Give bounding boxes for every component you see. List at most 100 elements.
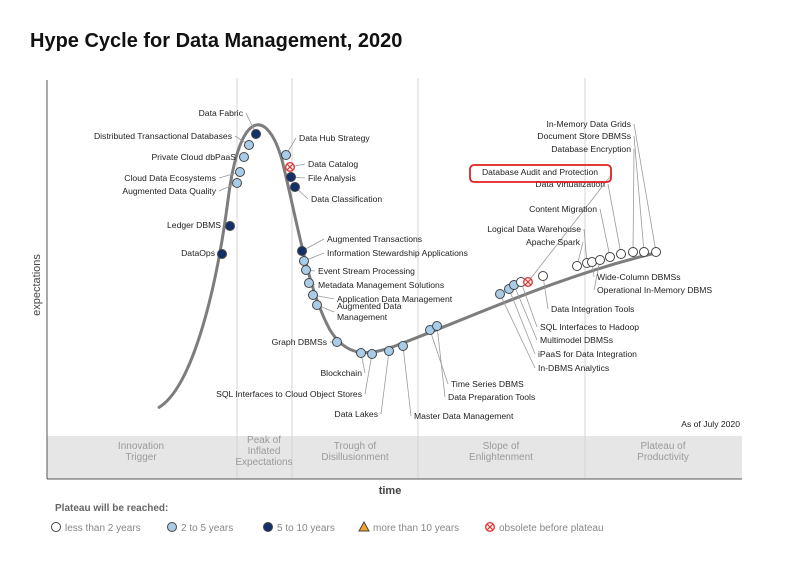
technology-markers (217, 129, 661, 359)
label-metadata-management-solutions: Metadata Management Solutions (318, 280, 444, 290)
leader-line (508, 288, 536, 355)
label-data-classification: Data Classification (311, 194, 382, 204)
legend-label-less-than-2-years: less than 2 years (65, 523, 141, 534)
marker-augmented-data-management (312, 300, 322, 310)
label-apache-spark: Apache Spark (526, 237, 581, 247)
marker-data-fabric (251, 129, 261, 139)
leader-line (380, 350, 390, 415)
label-data-hub-strategy: Data Hub Strategy (299, 133, 370, 143)
label-data-fabric: Data Fabric (199, 108, 244, 118)
as-of-note: As of July 2020 (681, 419, 740, 429)
marker-data-classification (290, 182, 300, 192)
marker-information-stewardship-applications (299, 256, 309, 266)
phase-band (47, 436, 742, 479)
label-document-store-dbmss: Document Store DBMSs (537, 131, 631, 141)
leader-line (520, 281, 538, 328)
marker-augmented-transactions (297, 246, 307, 256)
marker-operational-in-memory-dbms (595, 255, 605, 265)
marker-sql-interfaces-to-cloud-object-stores (367, 349, 377, 359)
hype-curve (157, 123, 661, 410)
phase-label-plateau-of-productivity: Plateau of Productivity (637, 441, 689, 463)
marker-data-lakes (384, 346, 394, 356)
marker-event-stream-processing (301, 265, 311, 275)
marker-in-memory-data-grids (651, 247, 661, 257)
marker-data-virtualization (616, 249, 626, 259)
technology-labels: DataOps Ledger DBMS Augmented Data Quality… (94, 108, 712, 421)
marker-cloud-data-ecosystems (235, 167, 245, 177)
leader-line (583, 228, 588, 264)
legend-marker-more-than-10-years (358, 520, 370, 532)
marker-private-cloud-dbpaas (239, 152, 249, 162)
leader-line (633, 123, 657, 253)
leader-line (429, 329, 449, 385)
legend: less than 2 years 2 to 5 years 5 to 10 yea… (51, 520, 604, 534)
label-sql-interfaces-to-hadoop: SQL Interfaces to Hadoop (540, 322, 639, 332)
leader-line (607, 183, 622, 255)
label-data-virtualization: Data Virtualization (535, 179, 605, 189)
legend-label-more-than-10-years: more than 10 years (373, 523, 459, 534)
legend-marker-less-than-2-years (51, 522, 61, 532)
marker-dataops (217, 249, 227, 259)
phase-separators (236, 78, 586, 479)
leader-line (499, 293, 536, 369)
label-database-audit-and-protection: Database Audit and Protection (482, 167, 598, 177)
phase-labels: Innovation Trigger Peak of Inflated Expectat… (118, 435, 689, 468)
label-cloud-data-ecosystems: Cloud Data Ecosystems (124, 173, 216, 183)
label-ledger-dbms: Ledger DBMS (167, 220, 221, 230)
label-data-preparation-tools: Data Preparation Tools (448, 392, 535, 402)
y-axis-label: expectations (31, 254, 43, 316)
marker-application-data-management (308, 290, 318, 300)
label-in-dbms-analytics: In-DBMS Analytics (538, 363, 609, 373)
marker-ledger-dbms (225, 221, 235, 231)
marker-document-store-dbmss (639, 247, 649, 257)
phase-label-innovation-trigger: Innovation Trigger (118, 441, 164, 463)
leader-line (593, 259, 601, 291)
marker-graph-dbmss (332, 337, 342, 347)
phase-label-slope-of-enlightenment: Slope of Enlightenment (469, 441, 533, 463)
marker-distributed-transactional-databases (244, 140, 254, 150)
marker-database-audit-and-protection (523, 277, 534, 288)
legend-label-obsolete-before-plateau: obsolete before plateau (499, 523, 604, 534)
leader-line (542, 275, 549, 310)
x-axis-label: time (379, 485, 402, 497)
label-blockchain: Blockchain (320, 368, 362, 378)
label-content-migration: Content Migration (529, 204, 597, 214)
label-augmented-data-quality: Augmented Data Quality (122, 186, 216, 196)
marker-file-analysis (286, 172, 296, 182)
leader-line (364, 353, 373, 395)
marker-in-dbms-analytics (495, 289, 505, 299)
label-augmented-transactions: Augmented Transactions (327, 234, 422, 244)
label-application-data-management: Application Data Management (337, 294, 453, 304)
label-data-integration-tools: Data Integration Tools (551, 304, 634, 314)
label-wide-column-dbmss: Wide-Column DBMSs (597, 272, 681, 282)
label-file-analysis: File Analysis (308, 173, 356, 183)
label-augmented-data-management: Augmented Data Management (337, 301, 402, 322)
label-database-encryption: Database Encryption (551, 144, 631, 154)
label-time-series-dbms: Time Series DBMS (451, 379, 524, 389)
marker-metadata-management-solutions (304, 278, 314, 288)
label-distributed-transactional-databases: Distributed Transactional Databases (94, 131, 232, 141)
legend-label-5-to-10-years: 5 to 10 years (277, 523, 335, 534)
leader-line (633, 135, 645, 253)
leader-line (513, 284, 538, 341)
label-multimodel-dbmss: Multimodel DBMSs (540, 335, 613, 345)
label-in-memory-data-grids: In-Memory Data Grids (546, 119, 631, 129)
legend-title: Plateau will be reached: (55, 503, 168, 514)
label-data-lakes: Data Lakes (335, 409, 378, 419)
leader-line (632, 148, 635, 253)
marker-data-preparation-tools (432, 321, 442, 331)
label-event-stream-processing: Event Stream Processing (318, 266, 415, 276)
label-logical-data-warehouse: Logical Data Warehouse (487, 224, 581, 234)
phase-label-peak-of-inflated-expectations: Peak of Inflated Expectations (235, 435, 292, 468)
label-graph-dbmss: Graph DBMSs (272, 337, 327, 347)
marker-data-catalog (285, 161, 296, 172)
label-operational-in-memory-dbms: Operational In-Memory DBMS (597, 285, 712, 295)
marker-blockchain (356, 348, 366, 358)
marker-apache-spark (572, 261, 582, 271)
marker-database-encryption (628, 247, 638, 257)
label-ipaas-for-data-integration: iPaaS for Data Integration (538, 349, 637, 359)
legend-marker-5-to-10-years (263, 522, 273, 532)
legend-label-2-to-5-years: 2 to 5 years (181, 523, 233, 534)
label-dataops: DataOps (181, 248, 215, 258)
